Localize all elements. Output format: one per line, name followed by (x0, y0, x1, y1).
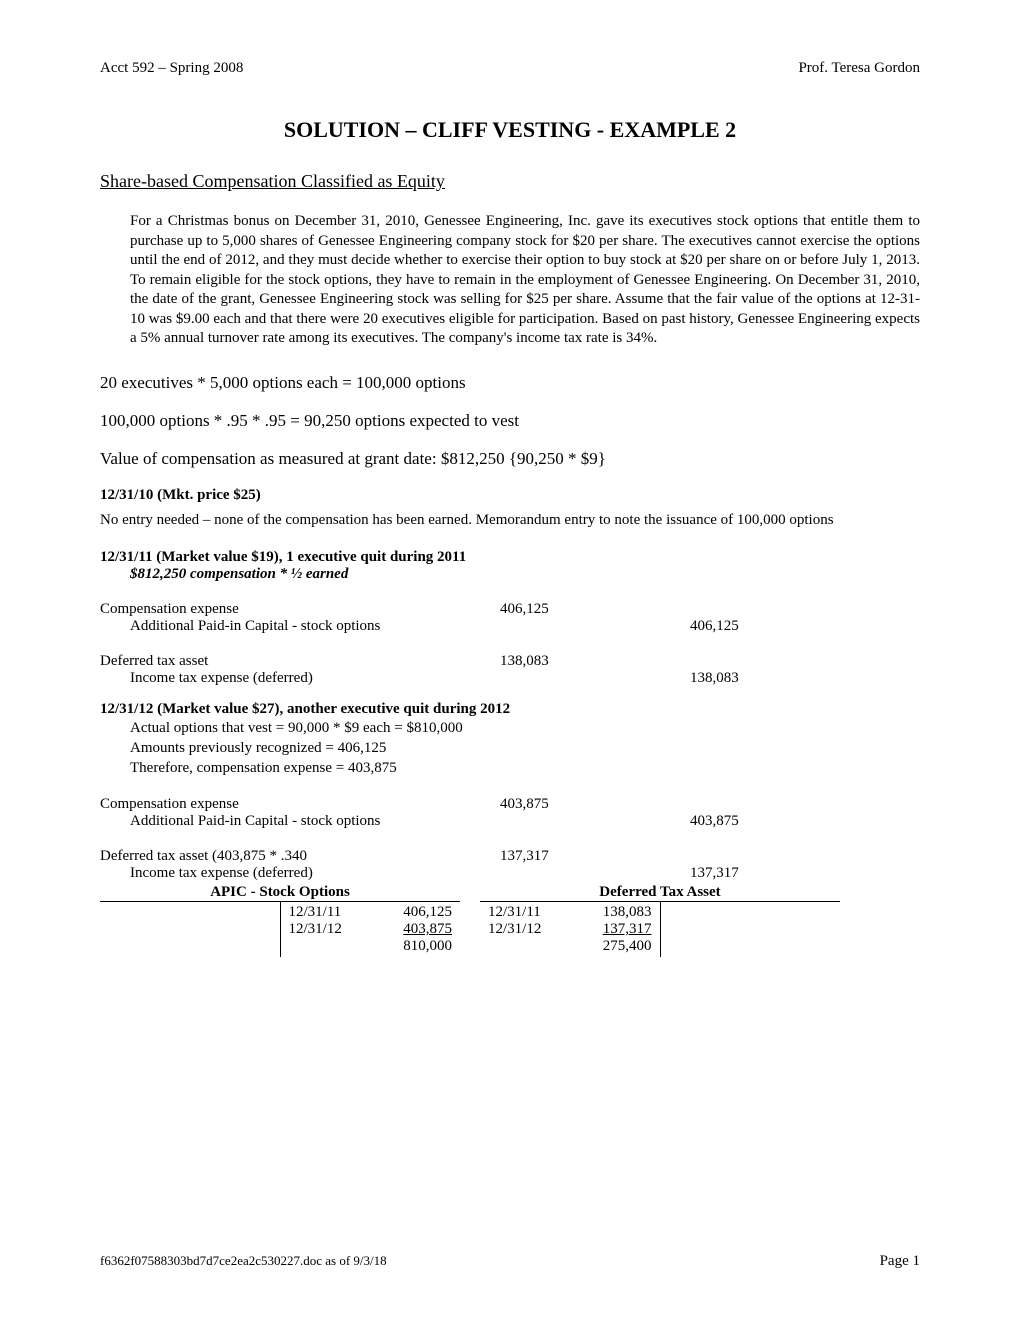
footer-filename: f6362f07588303bd7d7ce2ea2c530227.doc as … (100, 1253, 387, 1270)
je-account: Additional Paid-in Capital - stock optio… (100, 618, 530, 635)
journal-entry-2011-2: Deferred tax asset 138,083 Income tax ex… (100, 653, 920, 687)
je-account: Additional Paid-in Capital - stock optio… (100, 813, 530, 830)
page-header: Acct 592 – Spring 2008 Prof. Teresa Gord… (100, 60, 920, 77)
je-credit: 138,083 (690, 670, 850, 687)
je-debit: 406,125 (500, 601, 660, 618)
heading-2012: 12/31/12 (Market value $27), another exe… (100, 701, 920, 718)
calc-2012-1: Actual options that vest = 90,000 * $9 e… (130, 718, 920, 738)
t-value: 138,083 (592, 904, 652, 921)
calc-options-total: 20 executives * 5,000 options each = 100… (100, 373, 920, 393)
je-credit: 137,317 (690, 865, 850, 882)
t-date: 12/31/11 (488, 904, 541, 921)
je-account: Compensation expense (100, 796, 500, 813)
je-account: Deferred tax asset (100, 653, 500, 670)
t-date: 12/31/12 (488, 921, 541, 938)
note-2010: No entry needed – none of the compensati… (100, 512, 920, 529)
page-number: Page 1 (880, 1253, 920, 1270)
calc-expected-vest: 100,000 options * .95 * .95 = 90,250 opt… (100, 411, 920, 431)
problem-statement: For a Christmas bonus on December 31, 20… (130, 212, 920, 349)
je-account: Compensation expense (100, 601, 500, 618)
t-total: 275,400 (592, 938, 652, 955)
journal-entry-2012-2: Deferred tax asset (403,875 * .340 137,3… (100, 848, 920, 882)
section-2011: 12/31/11 (Market value $19), 1 executive… (100, 549, 920, 687)
je-account: Income tax expense (deferred) (100, 670, 530, 687)
t-account-title: Deferred Tax Asset (480, 884, 840, 902)
section-subtitle: Share-based Compensation Classified as E… (100, 171, 920, 192)
document-title: SOLUTION – CLIFF VESTING - EXAMPLE 2 (100, 117, 920, 143)
t-value: 403,875 (392, 921, 452, 938)
journal-entry-2011-1: Compensation expense 406,125 Additional … (100, 601, 920, 635)
je-credit: 406,125 (690, 618, 850, 635)
heading-2011: 12/31/11 (Market value $19), 1 executive… (100, 549, 920, 566)
je-account: Income tax expense (deferred) (100, 865, 530, 882)
calc-2012-3: Therefore, compensation expense = 403,87… (130, 758, 920, 778)
heading-2010: 12/31/10 (Mkt. price $25) (100, 487, 920, 504)
t-account-dta: Deferred Tax Asset 12/31/11 138,083 12/3… (480, 884, 840, 957)
t-accounts-container: APIC - Stock Options 12/31/11 406,125 12… (100, 884, 920, 957)
calc-2012-2: Amounts previously recognized = 406,125 (130, 738, 920, 758)
course-info: Acct 592 – Spring 2008 (100, 60, 243, 77)
t-account-title: APIC - Stock Options (100, 884, 460, 902)
section-2012: 12/31/12 (Market value $27), another exe… (100, 701, 920, 883)
calc-compensation-value: Value of compensation as measured at gra… (100, 449, 920, 469)
subheading-2011: $812,250 compensation * ½ earned (130, 566, 920, 583)
t-value: 137,317 (592, 921, 652, 938)
t-value: 406,125 (392, 904, 452, 921)
t-account-apic: APIC - Stock Options 12/31/11 406,125 12… (100, 884, 460, 957)
professor-name: Prof. Teresa Gordon (798, 60, 920, 77)
t-date: 12/31/12 (289, 921, 342, 938)
je-account: Deferred tax asset (403,875 * .340 (100, 848, 500, 865)
journal-entry-2012-1: Compensation expense 403,875 Additional … (100, 796, 920, 830)
t-date: 12/31/11 (289, 904, 342, 921)
t-total: 810,000 (392, 938, 452, 955)
je-debit: 403,875 (500, 796, 660, 813)
page-footer: f6362f07588303bd7d7ce2ea2c530227.doc as … (100, 1253, 920, 1270)
je-credit: 403,875 (690, 813, 850, 830)
je-debit: 138,083 (500, 653, 660, 670)
je-debit: 137,317 (500, 848, 660, 865)
